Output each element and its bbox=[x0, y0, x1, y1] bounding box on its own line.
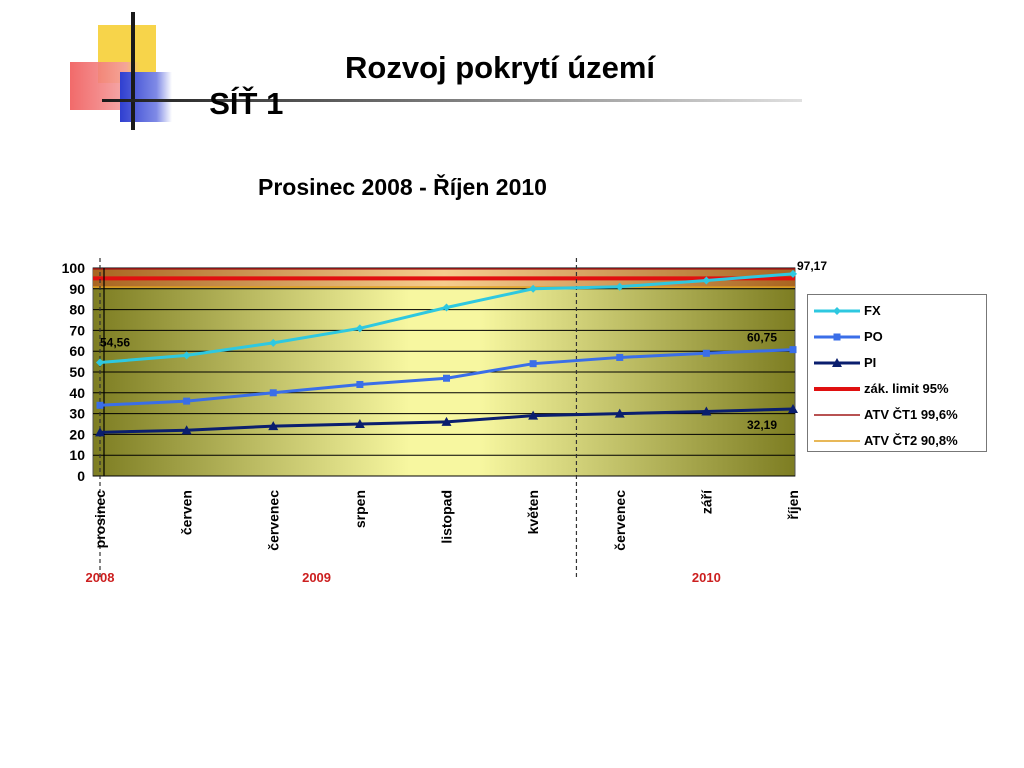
x-tick-label: červenec bbox=[612, 490, 628, 551]
slide-title: SÍŤ 1 Rozvoj pokrytí území bbox=[192, 50, 655, 158]
x-tick-label: srpen bbox=[352, 490, 368, 528]
decor-title-underline bbox=[102, 99, 802, 102]
data-point-fx bbox=[789, 269, 797, 278]
year-label: 2009 bbox=[302, 570, 331, 585]
legend-swatch bbox=[814, 307, 860, 315]
data-point-po bbox=[443, 374, 450, 382]
legend-swatch bbox=[814, 358, 860, 367]
data-point-fx bbox=[442, 303, 451, 312]
legend-swatch bbox=[814, 333, 860, 341]
x-tick-label: září bbox=[698, 489, 714, 514]
data-point-pi bbox=[354, 419, 365, 428]
legend-label: PO bbox=[864, 329, 883, 344]
data-label: 60,75 bbox=[747, 331, 777, 345]
y-tick-label: 100 bbox=[62, 260, 86, 276]
data-point-po bbox=[183, 397, 191, 405]
data-label: 32,19 bbox=[747, 418, 777, 432]
data-point-po bbox=[616, 353, 624, 361]
data-point-fx bbox=[615, 282, 624, 291]
y-tick-label: 70 bbox=[69, 322, 85, 338]
legend-item: ATV ČT2 90,8% bbox=[808, 431, 986, 451]
legend-swatch bbox=[814, 414, 860, 416]
data-point-pi bbox=[268, 421, 279, 431]
y-tick-label: 20 bbox=[69, 426, 85, 442]
y-tick-label: 60 bbox=[69, 343, 85, 359]
data-label: 54,56 bbox=[100, 336, 130, 350]
y-tick-label: 10 bbox=[69, 447, 85, 463]
data-point-po bbox=[356, 380, 364, 388]
x-tick-label: červen bbox=[179, 490, 195, 535]
data-point-fx bbox=[355, 324, 364, 333]
data-point-fx bbox=[269, 338, 278, 347]
data-label: 97,17 bbox=[797, 259, 827, 273]
decor-vertical-line bbox=[131, 12, 135, 130]
slide-title-part2: Rozvoj pokrytí území bbox=[345, 50, 656, 85]
year-label: 2010 bbox=[692, 570, 721, 585]
legend-item: zák. limit 95% bbox=[808, 379, 986, 399]
decor-blue-square bbox=[120, 72, 172, 122]
data-point-pi bbox=[528, 410, 539, 420]
y-tick-label: 80 bbox=[69, 302, 85, 318]
data-point-po bbox=[789, 346, 797, 354]
legend-label: PI bbox=[864, 355, 877, 370]
data-point-pi bbox=[181, 425, 192, 435]
year-label: 2008 bbox=[86, 570, 115, 585]
legend-swatch bbox=[814, 387, 860, 391]
y-tick-label: 40 bbox=[69, 385, 85, 401]
legend-item: PO bbox=[808, 327, 986, 347]
data-point-fx bbox=[182, 351, 191, 360]
chart-title: Prosinec 2008 - Říjen 2010 bbox=[258, 174, 547, 200]
legend-label: FX bbox=[864, 303, 881, 318]
legend-item: PI bbox=[808, 353, 986, 373]
legend-swatch bbox=[814, 440, 860, 442]
data-point-pi bbox=[788, 404, 798, 414]
x-tick-label: květen bbox=[525, 490, 541, 534]
y-tick-label: 30 bbox=[69, 406, 85, 422]
data-point-po bbox=[269, 389, 277, 397]
x-tick-label: červenec bbox=[265, 490, 281, 551]
legend-label: ATV ČT1 99,6% bbox=[864, 407, 958, 422]
y-tick-label: 50 bbox=[69, 364, 85, 380]
data-point-fx bbox=[529, 284, 538, 293]
data-point-pi bbox=[614, 408, 625, 418]
data-point-fx bbox=[702, 276, 711, 285]
data-point-pi bbox=[441, 416, 452, 426]
legend-item: ATV ČT1 99,6% bbox=[808, 405, 986, 425]
legend-item: FX bbox=[808, 301, 986, 321]
data-point-pi bbox=[701, 406, 712, 416]
chart-legend: FX PO PI zák. limit 95% ATV ČT1 99,6% ATV ČT2… bbox=[807, 294, 987, 452]
data-point-po bbox=[529, 360, 537, 368]
data-point-po bbox=[702, 349, 710, 357]
slide-title-part1: SÍŤ 1 bbox=[209, 86, 284, 121]
data-point-pi bbox=[95, 427, 105, 437]
data-point-po bbox=[96, 401, 104, 409]
x-tick-label: říjen bbox=[785, 490, 801, 520]
y-tick-label: 0 bbox=[77, 468, 85, 484]
legend-label: zák. limit 95% bbox=[864, 381, 949, 396]
x-tick-label: listopad bbox=[439, 490, 455, 544]
x-tick-label: prosinec bbox=[92, 490, 108, 549]
data-point-fx bbox=[96, 358, 104, 367]
legend-label: ATV ČT2 90,8% bbox=[864, 433, 958, 448]
y-tick-label: 90 bbox=[69, 281, 85, 297]
